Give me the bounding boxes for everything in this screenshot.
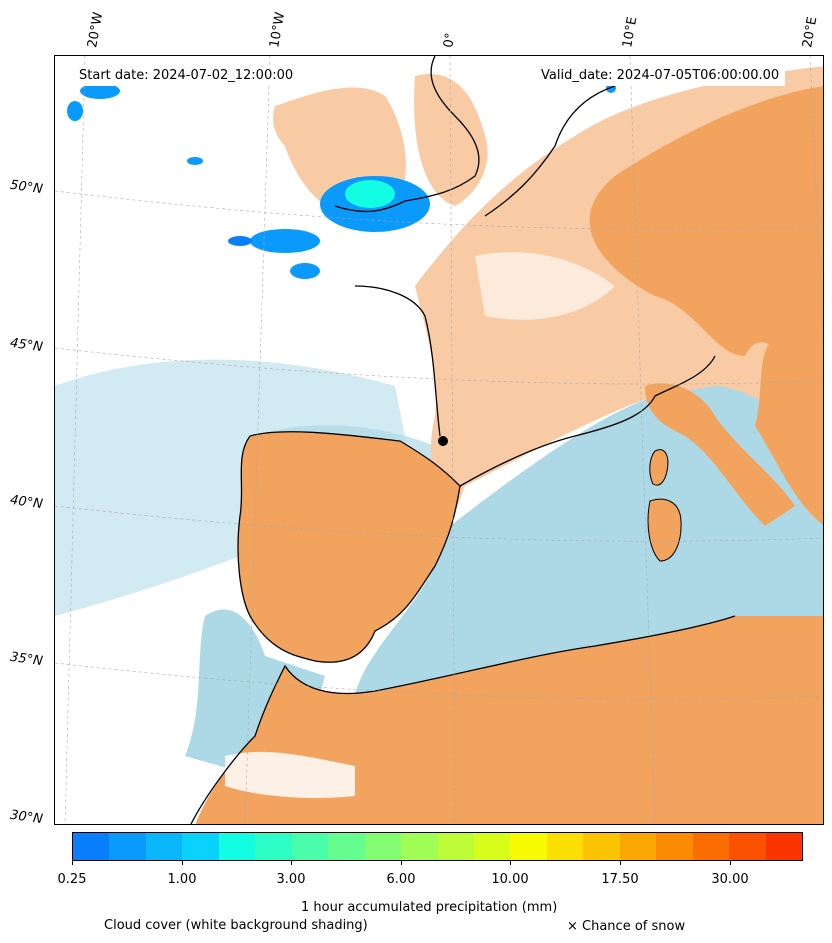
land-orange-italy [645,383,795,526]
lon-label-10e: 10°E [620,15,641,49]
colorbar-segment [692,833,730,860]
station-marker[interactable] [438,436,448,446]
colorbar-tick-0: 0.25 [57,872,87,887]
colorbar-segment [291,833,329,860]
cloud-cover-note: Cloud cover (white background shading) [104,918,368,933]
colorbar-segment [619,833,657,860]
colorbar-tick-4: 10.00 [491,872,529,887]
lat-label-40n: 40°N [9,492,44,513]
lat-label-30n: 30°N [9,807,44,828]
land-orange-balkans [755,312,823,525]
colorbar-tick-mark [72,861,73,865]
colorbar-segment [109,833,146,860]
cloud-patch-france [475,252,615,320]
colorbar-segment [218,833,256,860]
colorbar-segment [656,833,693,860]
colorbar-segment [255,833,292,860]
start-date-label: Start date: 2024-07-02_12:00:00 [73,66,300,86]
land-corsica [649,449,669,486]
colorbar-tick-mark [291,861,292,865]
colorbar-tick-2: 3.00 [276,872,306,887]
land-iberia [238,431,460,663]
lat-label-45n: 45°N [9,335,44,356]
colorbar-tick-mark [620,861,621,865]
lon-label-20e: 20°E [800,15,821,49]
map-canvas[interactable] [55,56,824,825]
sea-cloud-west [55,359,415,616]
precip-blob-nw-2 [67,101,83,121]
precip-blob-west-1 [250,229,320,253]
coastline-france [354,285,716,487]
precipitation-colorbar [72,832,803,861]
colorbar-segment [364,833,402,860]
precip-blob-nw-1 [80,83,120,99]
lat-label-35n: 35°N [9,649,44,670]
land-sardinia [647,498,682,562]
colorbar-segment [182,833,219,860]
valid-date-label: Valid_date: 2024-07-05T06:00:00.00 [535,66,786,86]
colorbar-segment [729,833,766,860]
lon-label-0: 0° [441,31,459,49]
colorbar-segment [328,833,365,860]
colorbar-tick-3: 6.00 [386,872,416,887]
colorbar-segment [765,833,803,860]
coastline-iberia [237,431,461,663]
colorbar-segment [510,833,547,860]
colorbar-tick-mark [510,861,511,865]
colorbar-segment [583,833,620,860]
colorbar-tick-mark [401,861,402,865]
graticule [55,56,823,824]
lon-label-20w: 20°W [85,11,107,50]
colorbar-tick-1: 1.00 [167,872,197,887]
coastline-africa [190,615,736,824]
colorbar-segment [473,833,511,860]
colorbar-tick-6: 30.00 [711,872,749,887]
lat-label-50n: 50°N [9,177,44,198]
map-panel[interactable] [54,55,824,825]
land-britain-east [414,74,488,206]
precip-blob-west-2 [228,236,252,246]
precip-blob-west-3 [290,263,320,279]
coastline-britain [334,56,480,213]
colorbar-tick-mark [182,861,183,865]
colorbar-segment [546,833,584,860]
precip-blob-nw-3 [187,157,203,165]
colorbar-segment [437,833,474,860]
colorbar-segment [401,833,438,860]
colorbar-tick-5: 17.50 [601,872,639,887]
land-orange-europe [589,86,823,386]
cloud-patch-africa [225,751,355,798]
colorbar-segment [73,833,110,860]
colorbar-segment [145,833,183,860]
snow-note: × Chance of snow [567,919,686,934]
precip-blob-channel-core [345,180,395,208]
coastline-north-sea [484,85,616,217]
colorbar-label: 1 hour accumulated precipitation (mm) [301,900,558,915]
colorbar-tick-mark [730,861,731,865]
lon-label-10w: 10°W [267,11,289,50]
